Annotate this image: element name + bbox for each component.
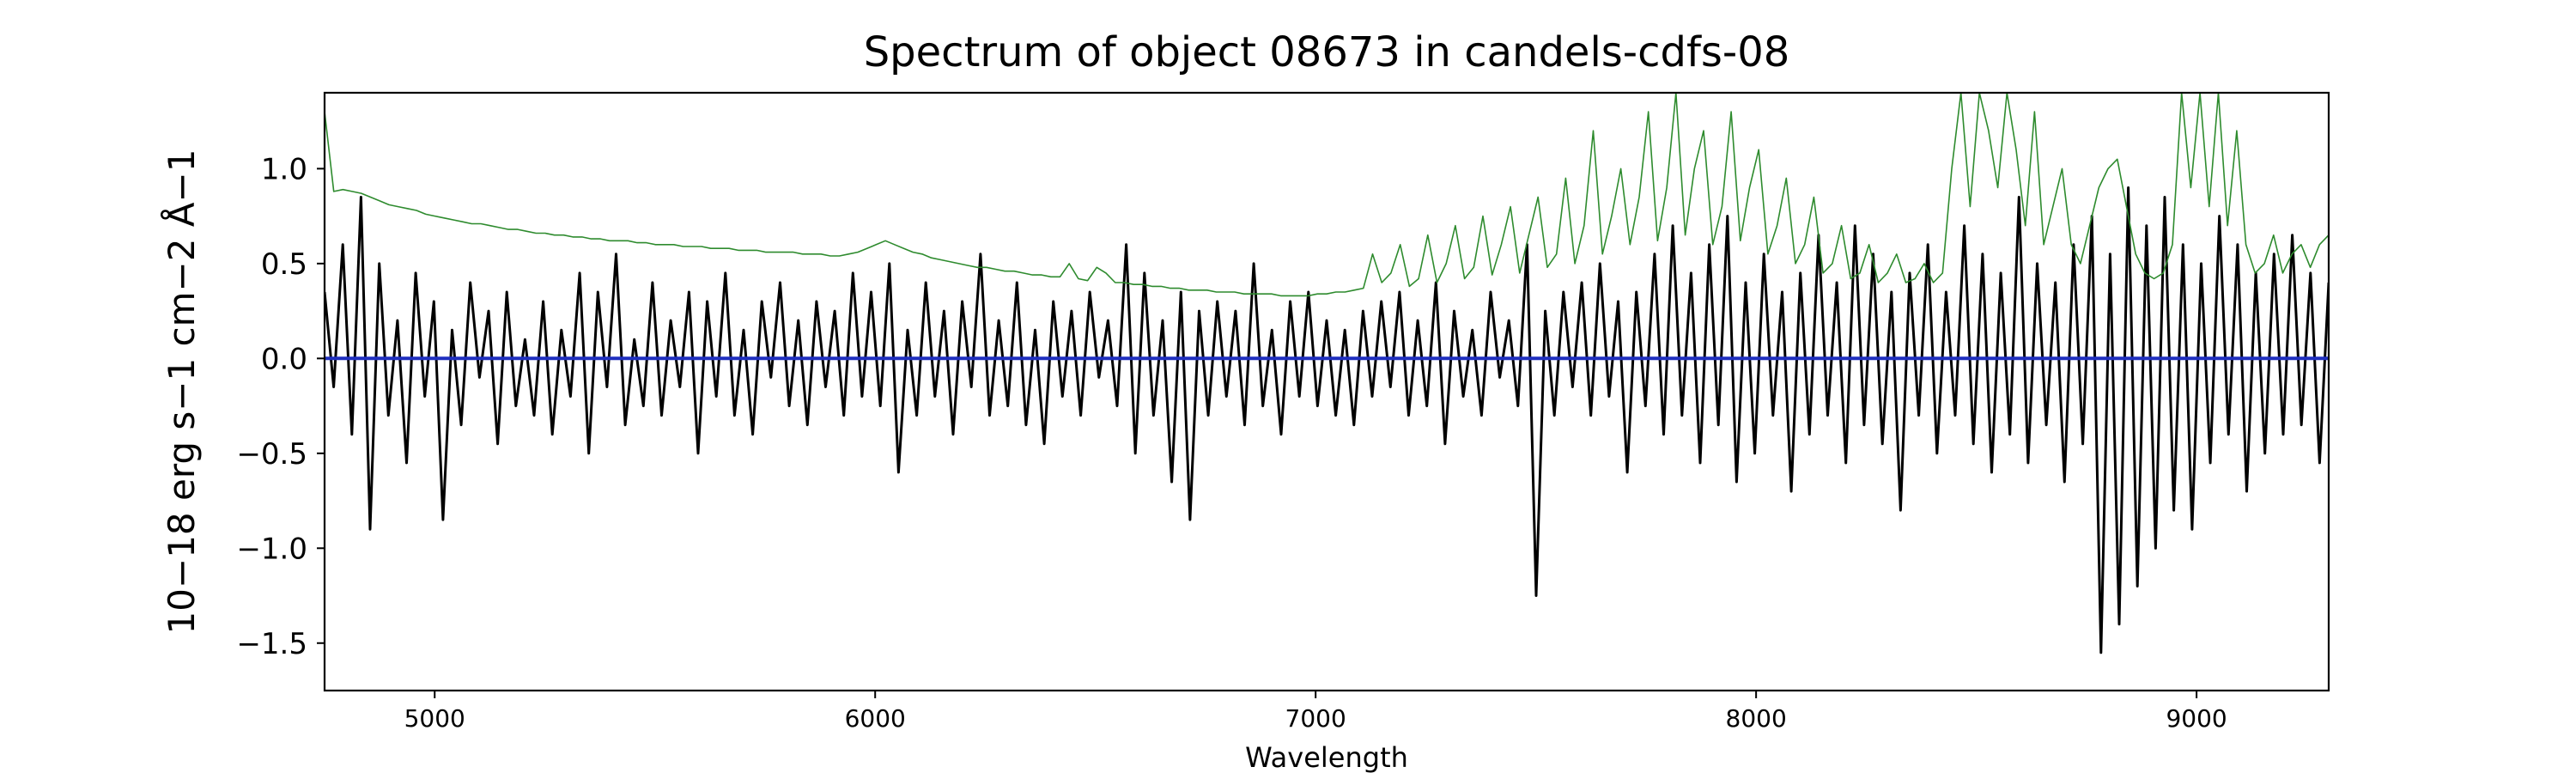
y-axis-label: 10−18 erg s−1 cm−2 Å−1 [160,149,203,635]
series-layer [325,93,2329,654]
y-tick-label: 0.0 [261,342,307,376]
x-tick-label: 6000 [845,704,906,733]
flux-series-line [325,186,2329,654]
y-tick-label: −1.5 [236,627,307,661]
x-tick-label: 8000 [1726,704,1787,733]
x-tick-label: 7000 [1285,704,1346,733]
y-tick-label: −0.5 [236,437,307,472]
y-tick-label: 1.0 [261,152,307,186]
x-tick-label: 5000 [404,704,465,733]
y-axis: −1.5 −1.0 −0.5 0.0 0.5 1.0 [236,152,325,661]
plot-area [323,91,2330,692]
plot-frame [323,91,2330,692]
error-series-line [325,93,2329,297]
y-tick-label: −1.0 [236,532,307,566]
x-tick-label: 9000 [2166,704,2227,733]
x-axis: 5000 6000 7000 8000 9000 [404,691,2227,733]
y-tick-label: 0.5 [261,247,307,282]
x-axis-label: Wavelength [1245,741,1408,773]
chart-title: Spectrum of object 08673 in candels-cdfs… [864,28,1790,76]
